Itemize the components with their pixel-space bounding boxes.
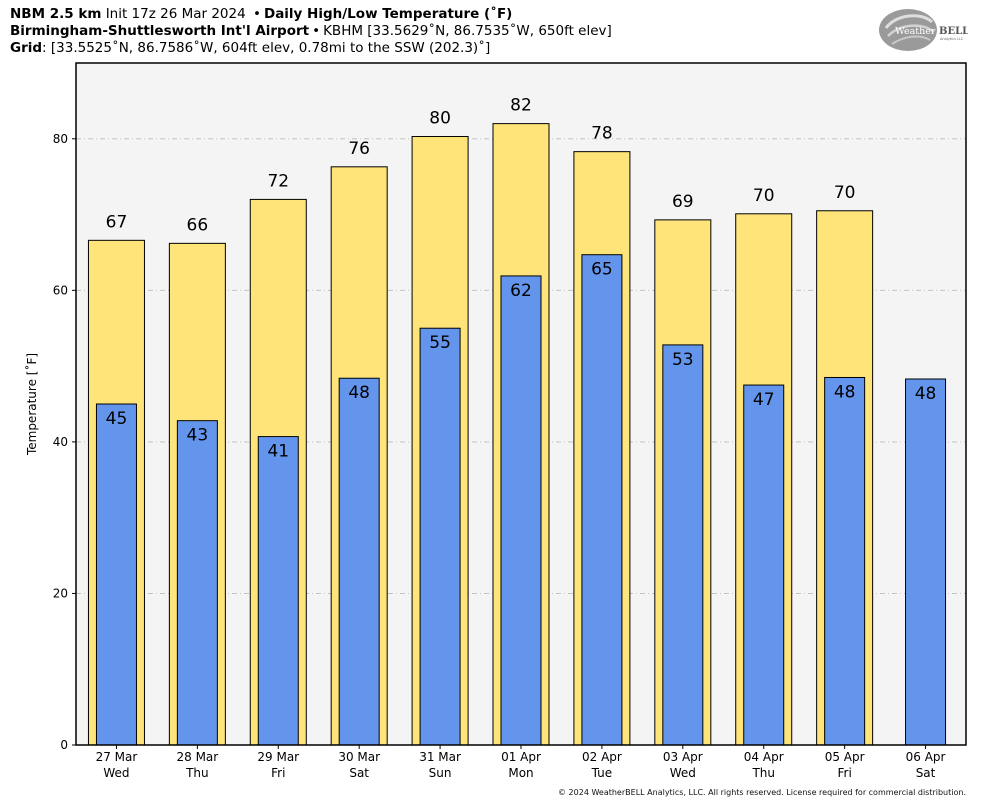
logo-text-right: BELL bbox=[939, 26, 968, 37]
low-temp-bar bbox=[500, 275, 542, 746]
high-temp-label: 82 bbox=[510, 96, 532, 116]
high-temp-label: 76 bbox=[348, 139, 370, 159]
low-temp-bar bbox=[95, 403, 137, 746]
low-temp-bar bbox=[338, 377, 380, 746]
high-temp-label: 67 bbox=[106, 212, 128, 232]
product-name: Daily High/Low Temperature (˚F) bbox=[263, 6, 513, 22]
low-temp-label: 48 bbox=[348, 383, 370, 403]
low-temp-label: 55 bbox=[429, 333, 451, 353]
copyright-footer: © 2024 WeatherBELL Analytics, LLC. All r… bbox=[558, 788, 966, 797]
bullet-separator: • bbox=[312, 23, 321, 39]
y-axis-title: Temperature [˚F] bbox=[24, 353, 39, 456]
x-tick-label-date: 03 Apr bbox=[663, 750, 703, 764]
low-temp-bar bbox=[743, 384, 785, 746]
x-tick-label-date: 05 Apr bbox=[825, 750, 865, 764]
x-tick-label-weekday: Sat bbox=[349, 766, 369, 780]
x-tick-label-date: 06 Apr bbox=[906, 750, 946, 764]
low-temp-label: 41 bbox=[267, 442, 289, 462]
low-temp-label: 48 bbox=[834, 382, 856, 402]
low-temp-bar bbox=[662, 344, 704, 746]
low-temp-bar bbox=[419, 327, 461, 746]
x-tick-label-date: 02 Apr bbox=[582, 750, 622, 764]
bullet-separator: • bbox=[253, 6, 261, 22]
x-tick-label-date: 04 Apr bbox=[744, 750, 784, 764]
y-tick-label: 80 bbox=[53, 132, 68, 146]
weatherbell-logo: Weather BELL Analytics LLC bbox=[879, 9, 968, 51]
low-temp-bar bbox=[257, 436, 299, 746]
high-temp-label: 66 bbox=[187, 215, 209, 235]
x-tick-label-date: 29 Mar bbox=[257, 750, 299, 764]
x-tick-label-weekday: Fri bbox=[837, 766, 851, 780]
low-temp-label: 48 bbox=[915, 384, 937, 404]
low-temp-bar bbox=[581, 254, 623, 746]
init-time: Init 17z 26 Mar 2024 bbox=[105, 6, 246, 22]
x-tick-label-weekday: Thu bbox=[185, 766, 209, 780]
x-tick-label-date: 27 Mar bbox=[96, 750, 138, 764]
low-temp-label: 53 bbox=[672, 350, 694, 370]
x-tick-label-weekday: Thu bbox=[751, 766, 775, 780]
high-temp-label: 69 bbox=[672, 192, 694, 212]
x-tick-label-weekday: Fri bbox=[271, 766, 285, 780]
x-tick-label-date: 01 Apr bbox=[501, 750, 541, 764]
high-temp-label: 72 bbox=[267, 171, 289, 191]
x-tick-label-weekday: Sat bbox=[916, 766, 936, 780]
low-temp-label: 45 bbox=[106, 409, 128, 429]
x-tick-label-weekday: Mon bbox=[508, 766, 533, 780]
model-name: NBM 2.5 km bbox=[10, 6, 102, 22]
plot-frame bbox=[75, 62, 967, 746]
y-tick-label: 60 bbox=[53, 283, 68, 297]
grid-label: Grid bbox=[10, 40, 43, 56]
x-tick-label-date: 28 Mar bbox=[176, 750, 218, 764]
high-temp-label: 80 bbox=[429, 109, 451, 129]
low-temp-label: 47 bbox=[753, 390, 775, 410]
x-tick-label-date: 31 Mar bbox=[419, 750, 461, 764]
y-tick-label: 0 bbox=[60, 738, 68, 752]
high-temp-label: 70 bbox=[753, 186, 775, 206]
chart-title-line-2: Birmingham-Shuttlesworth Int'l Airport • K… bbox=[10, 23, 612, 40]
grid-info: : [33.5525˚N, 86.7586˚W, 604ft elev, 0.7… bbox=[42, 40, 491, 56]
station-info: KBHM [33.5629˚N, 86.7535˚W, 650ft elev] bbox=[323, 23, 612, 39]
low-temp-bar bbox=[824, 376, 866, 746]
y-tick-label: 20 bbox=[53, 586, 68, 600]
chart-title-line-3: Grid: [33.5525˚N, 86.7586˚W, 604ft elev,… bbox=[10, 40, 490, 57]
y-tick-label: 40 bbox=[53, 435, 68, 449]
low-temp-bar bbox=[176, 420, 218, 746]
low-temp-bar bbox=[905, 378, 947, 746]
x-tick-label-date: 30 Mar bbox=[338, 750, 380, 764]
chart-title-line-1: NBM 2.5 km Init 17z 26 Mar 2024 • Daily H… bbox=[10, 6, 512, 23]
x-tick-label-weekday: Sun bbox=[429, 766, 452, 780]
logo-subtext: Analytics LLC bbox=[940, 37, 964, 41]
station-name: Birmingham-Shuttlesworth Int'l Airport bbox=[10, 23, 310, 39]
logo-text-left: Weather bbox=[895, 26, 936, 37]
low-temp-label: 62 bbox=[510, 281, 532, 301]
x-tick-label-weekday: Tue bbox=[591, 766, 613, 780]
low-temp-label: 43 bbox=[187, 426, 209, 446]
high-temp-label: 78 bbox=[591, 124, 613, 144]
high-temp-label: 70 bbox=[834, 183, 856, 203]
x-tick-label-weekday: Wed bbox=[670, 766, 696, 780]
x-tick-label-weekday: Wed bbox=[103, 766, 129, 780]
low-temp-label: 65 bbox=[591, 260, 613, 280]
